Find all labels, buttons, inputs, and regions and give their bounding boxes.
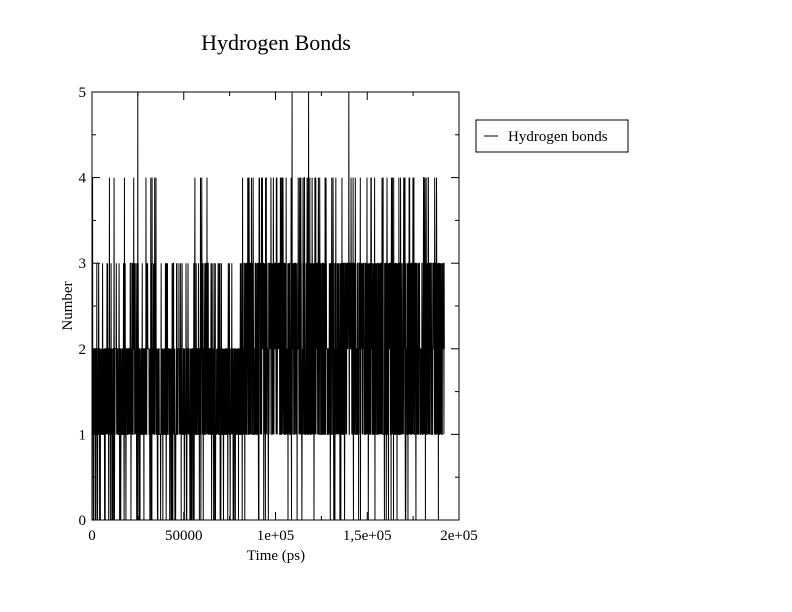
y-tick-label: 0 xyxy=(79,513,87,529)
y-tick-label: 4 xyxy=(79,171,87,187)
x-axis-label: Time (ps) xyxy=(247,548,305,564)
y-tick-label: 5 xyxy=(79,85,87,101)
ticks-layer: 0 50000 1e+05 1,5e+05 2e+05 0 1 2 3 4 5 xyxy=(79,85,478,544)
x-tick-label: 0 xyxy=(88,528,96,544)
legend: Hydrogen bonds xyxy=(475,119,629,153)
x-tick-label: 50000 xyxy=(165,528,203,544)
y-tick-label: 2 xyxy=(79,342,87,358)
y-axis-label: Number xyxy=(60,281,76,330)
x-tick-label: 1,5e+05 xyxy=(343,528,392,544)
chart-title: Hydrogen Bonds xyxy=(201,30,351,55)
y-tick-label: 3 xyxy=(79,256,87,272)
legend-entry-hydrogen-bonds: Hydrogen bonds xyxy=(508,129,608,145)
legend-box xyxy=(475,119,629,153)
y-tick-label: 1 xyxy=(79,427,87,443)
series-layer xyxy=(91,91,445,521)
series-line-hydrogen-bonds xyxy=(91,91,445,521)
x-tick-label: 1e+05 xyxy=(257,528,295,544)
x-tick-label: 2e+05 xyxy=(440,528,478,544)
